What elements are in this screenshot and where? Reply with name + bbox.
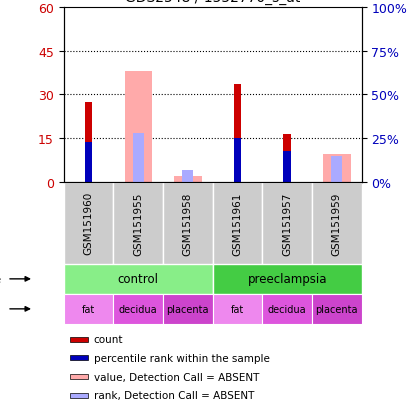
Text: placenta: placenta [166, 304, 209, 314]
Bar [213, 264, 362, 294]
Bar [69, 337, 88, 342]
Bar [262, 183, 312, 264]
Bar [312, 183, 362, 264]
Bar [163, 294, 213, 324]
Text: placenta: placenta [316, 304, 358, 314]
Bar [64, 264, 213, 294]
Bar [64, 294, 113, 324]
Bar [284, 134, 291, 183]
Bar [69, 393, 88, 398]
Text: decidua: decidua [119, 304, 157, 314]
Bar [262, 294, 312, 324]
Bar [323, 155, 351, 183]
Bar [174, 177, 201, 183]
Bar [85, 142, 92, 183]
Bar [284, 152, 291, 183]
Bar [69, 374, 88, 379]
Bar [125, 72, 152, 183]
Bar [85, 102, 92, 183]
Bar [213, 183, 262, 264]
Text: count: count [94, 335, 123, 344]
Bar [234, 85, 241, 183]
Bar [113, 183, 163, 264]
Text: fat: fat [231, 304, 244, 314]
Bar [133, 133, 144, 183]
Bar [163, 183, 213, 264]
Text: value, Detection Call = ABSENT: value, Detection Call = ABSENT [94, 372, 259, 382]
Bar [213, 294, 262, 324]
Text: percentile rank within the sample: percentile rank within the sample [94, 353, 269, 363]
Text: rank, Detection Call = ABSENT: rank, Detection Call = ABSENT [94, 390, 254, 400]
Bar [312, 294, 362, 324]
Bar [234, 139, 241, 183]
Bar [331, 157, 342, 183]
Text: GSM151959: GSM151959 [332, 192, 342, 255]
Text: GSM151958: GSM151958 [183, 192, 193, 255]
Text: control: control [118, 273, 159, 286]
Text: GSM151957: GSM151957 [282, 192, 292, 255]
Text: disease state: disease state [0, 274, 1, 284]
Text: decidua: decidua [268, 304, 307, 314]
Bar [182, 171, 193, 183]
Text: fat: fat [82, 304, 95, 314]
Text: tissue: tissue [0, 304, 1, 314]
Bar [69, 356, 88, 361]
Text: GSM151955: GSM151955 [133, 192, 143, 255]
Text: GSM151960: GSM151960 [83, 192, 94, 255]
Text: preeclampsia: preeclampsia [247, 273, 327, 286]
Bar [64, 183, 113, 264]
Title: GDS2548 / 1552770_s_at: GDS2548 / 1552770_s_at [125, 0, 300, 5]
Text: GSM151961: GSM151961 [233, 192, 242, 255]
Bar [113, 294, 163, 324]
